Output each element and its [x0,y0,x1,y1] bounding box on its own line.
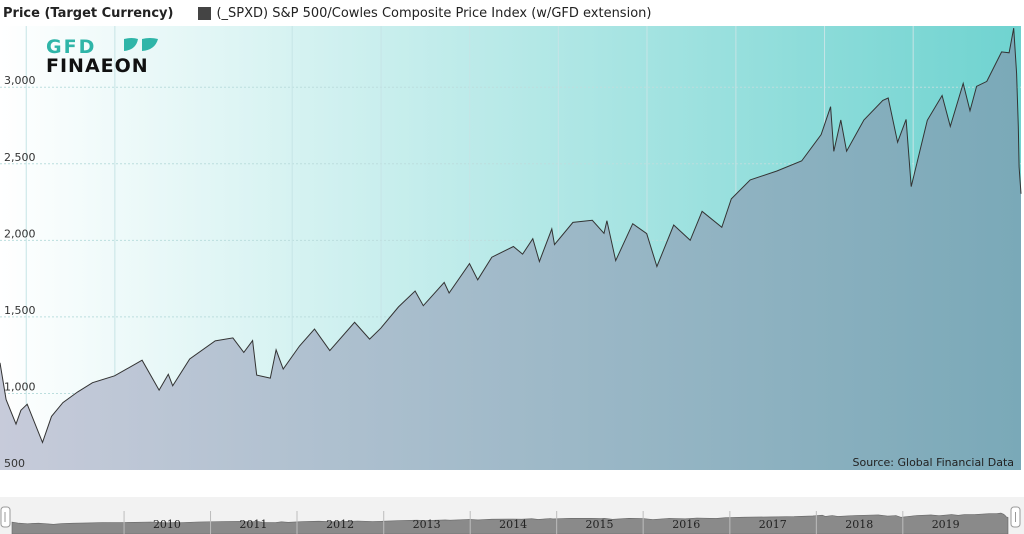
source-note: Source: Global Financial Data [853,456,1015,469]
gfd-finaeon-logo: GFD FINAEON [46,36,158,77]
logo-leaf-icon [124,38,158,51]
logo-gfd: GFD [46,36,96,58]
navigator-area [11,512,1009,534]
navigator-year-label: 2010 [153,518,181,531]
legend-swatch[interactable] [198,6,212,20]
navigator-year-label: 2019 [932,518,960,531]
y-tick-label: 2,000 [4,227,36,240]
y-axis-title: Price (Target Currency) [3,5,174,21]
legend-series-name[interactable]: (_SPXD) S&P 500/Cowles Composite Price I… [216,5,652,21]
navigator-year-label: 2013 [413,518,441,531]
navigator-labels: 2010 2011 2012 2013 2014 2015 2016 2017 2018 2019 [123,511,960,534]
navigator-year-label: 2011 [239,518,267,531]
y-tick-label: 1,500 [4,304,36,317]
series-line[interactable] [0,28,1022,444]
y-axis: 500 1,000 1,500 2,000 2,500 3,000 [4,74,36,470]
y-tick-label: 500 [4,457,25,470]
navigator-year-label: 2018 [845,518,873,531]
navigator-year-label: 2016 [672,518,700,531]
range-navigator[interactable]: 2010 2011 2012 2013 2014 2015 2016 2017 2018 2019 [0,497,1024,534]
chart-header: Price (Target Currency) (_SPXD) S&P 500/… [0,0,1024,26]
navigator-right-handle[interactable] [1010,506,1021,528]
series-area [0,28,1021,470]
y-tick-label: 2,500 [4,151,36,164]
y-tick-label: 3,000 [4,74,36,87]
navigator-year-label: 2017 [759,518,787,531]
logo-finaeon: FINAEON [46,55,149,77]
y-tick-label: 1,000 [4,380,36,393]
navigator-year-label: 2014 [499,518,527,531]
navigator-left-handle[interactable] [0,506,11,528]
navigator-year-label: 2012 [326,518,354,531]
navigator-year-label: 2015 [586,518,614,531]
